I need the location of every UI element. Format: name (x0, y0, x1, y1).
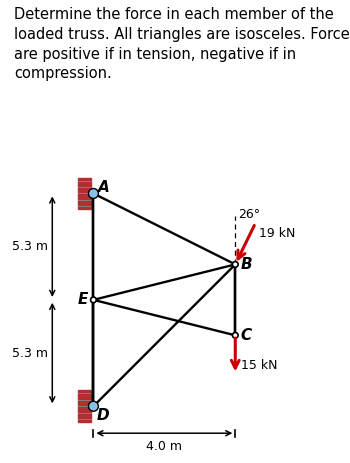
Text: A: A (98, 180, 110, 195)
Bar (78, 177, 91, 209)
Circle shape (232, 262, 238, 267)
Circle shape (89, 188, 98, 199)
Circle shape (232, 332, 238, 338)
Text: B: B (240, 257, 252, 272)
Text: 5.3 m: 5.3 m (12, 347, 48, 360)
Text: 26°: 26° (238, 208, 260, 221)
Text: 15 kN: 15 kN (241, 359, 278, 372)
Circle shape (91, 297, 96, 303)
Text: Determine the force in each member of the
loaded truss. All triangles are isosce: Determine the force in each member of th… (14, 7, 350, 81)
Text: C: C (240, 328, 252, 343)
Text: E: E (78, 292, 88, 307)
Text: 5.3 m: 5.3 m (12, 240, 48, 253)
Circle shape (89, 401, 98, 411)
Bar (78, 390, 91, 422)
Text: D: D (97, 408, 110, 423)
Text: 19 kN: 19 kN (259, 227, 295, 240)
Text: 4.0 m: 4.0 m (146, 440, 182, 453)
